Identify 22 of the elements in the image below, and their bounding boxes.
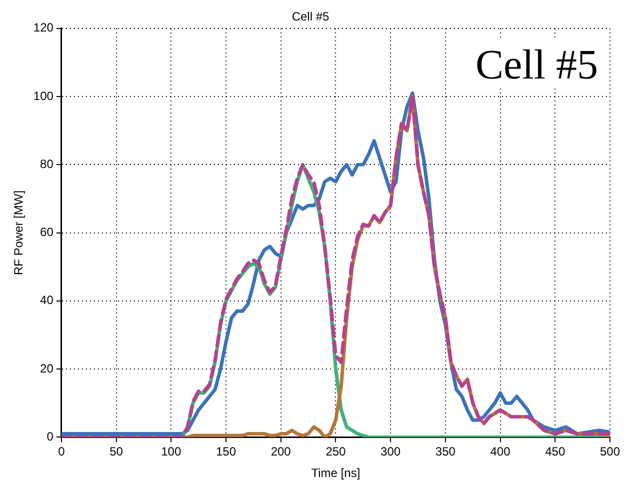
y-tick-label: 120 (33, 20, 54, 35)
y-tick-label: 40 (40, 293, 54, 308)
y-axis-title: RF Power [MW] (12, 190, 26, 276)
y-tick-label: 20 (40, 361, 54, 376)
x-tick-label: 350 (435, 444, 456, 459)
y-tick-label: 100 (33, 88, 54, 103)
x-axis-title: Time [ns] (311, 466, 360, 480)
y-tick-label: 0 (46, 430, 54, 444)
x-tick-label: 200 (270, 444, 292, 459)
x-tick-label: 100 (161, 444, 182, 459)
x-tick-label: 50 (110, 444, 124, 459)
x-tick-label: 500 (600, 444, 620, 459)
y-tick-label: 60 (40, 225, 54, 240)
x-tick-label: 150 (216, 444, 236, 459)
y-tick-label: 80 (40, 156, 54, 171)
chart-title: Cell #5 (292, 10, 330, 24)
x-tick-label: 250 (326, 444, 346, 459)
x-tick-label: 450 (545, 444, 566, 459)
x-tick-label: 300 (380, 444, 401, 459)
annotation: Cell #5 (475, 42, 598, 88)
x-tick-label: 0 (58, 444, 66, 459)
x-tick-label: 400 (490, 444, 511, 459)
